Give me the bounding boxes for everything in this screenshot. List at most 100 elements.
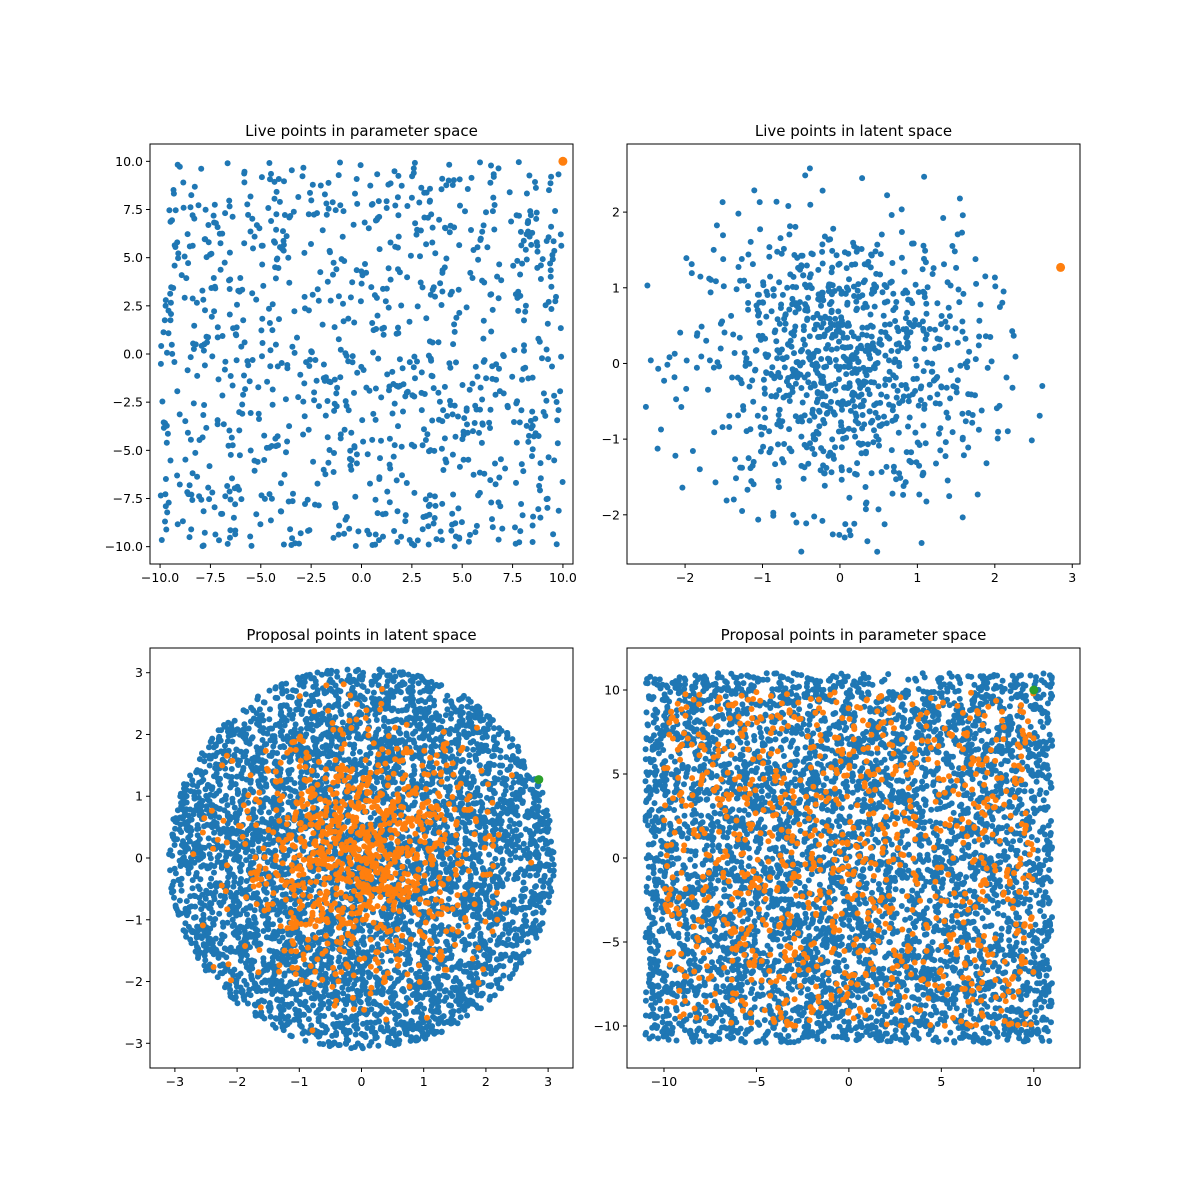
- data-point-blue: [528, 241, 535, 248]
- data-point-blue: [429, 417, 436, 424]
- data-point-blue: [321, 191, 328, 198]
- data-point-blue: [410, 673, 416, 680]
- data-point-blue: [775, 369, 782, 376]
- data-point-blue: [230, 514, 237, 521]
- data-point-blue: [394, 786, 401, 793]
- data-point-blue: [919, 266, 926, 273]
- data-point-blue: [517, 528, 524, 535]
- data-point-blue: [198, 342, 205, 349]
- data-point-blue: [1009, 384, 1016, 391]
- data-point-blue: [352, 543, 359, 549]
- data-point-blue: [959, 212, 966, 219]
- data-point-blue: [216, 910, 223, 917]
- data-point-blue: [249, 215, 256, 222]
- data-point-blue: [421, 214, 428, 221]
- data-point-blue: [506, 823, 513, 830]
- data-point-blue: [760, 376, 767, 383]
- data-point-blue: [376, 1011, 383, 1017]
- data-point-blue: [457, 202, 463, 209]
- data-point-blue: [167, 847, 174, 854]
- data-point-blue: [537, 276, 544, 282]
- data-point-blue: [479, 277, 486, 284]
- data-point-blue: [300, 164, 307, 171]
- data-point-blue: [469, 275, 476, 281]
- data-point-blue: [534, 242, 541, 249]
- data-point-blue: [457, 1014, 464, 1021]
- data-point-blue: [312, 742, 319, 749]
- data-point-blue: [489, 893, 496, 900]
- data-point-blue: [313, 377, 320, 384]
- data-point-blue: [452, 881, 459, 888]
- data-point-blue: [251, 907, 258, 914]
- data-point-blue: [214, 324, 221, 331]
- data-point-blue: [342, 516, 349, 523]
- data-point-blue: [934, 391, 941, 398]
- data-point-blue: [426, 511, 433, 518]
- data-point-blue: [204, 339, 210, 346]
- data-point-blue: [231, 485, 238, 492]
- data-point-blue: [924, 284, 931, 291]
- data-point-blue: [533, 209, 540, 216]
- data-point-blue: [419, 526, 426, 533]
- data-point-blue: [775, 484, 782, 491]
- data-point-blue: [721, 329, 728, 336]
- data-point-blue: [532, 179, 538, 185]
- data-point-blue: [175, 250, 182, 257]
- data-point-blue: [547, 273, 554, 280]
- data-point-blue: [164, 349, 170, 356]
- data-point-blue: [162, 518, 168, 525]
- data-point-blue: [741, 349, 748, 356]
- data-point-blue: [281, 178, 287, 185]
- data-point-blue: [807, 201, 814, 208]
- data-point-blue: [317, 269, 324, 276]
- data-point-blue: [183, 898, 190, 905]
- data-point-blue: [921, 345, 928, 352]
- data-point-blue: [922, 247, 929, 254]
- data-point-blue: [466, 386, 473, 393]
- data-point-blue: [1004, 428, 1011, 435]
- data-point-blue: [251, 980, 258, 987]
- data-point-blue: [182, 456, 189, 463]
- data-point-blue: [889, 490, 896, 497]
- y-tick-label: −2: [602, 507, 620, 522]
- data-point-blue: [259, 261, 266, 268]
- data-point-blue: [525, 438, 532, 445]
- data-point-blue: [301, 380, 308, 387]
- data-point-blue: [403, 480, 410, 486]
- data-point-blue: [221, 796, 228, 803]
- data-point-blue: [370, 410, 377, 417]
- data-point-blue: [205, 835, 212, 842]
- data-point-blue: [793, 519, 800, 526]
- data-point-blue: [962, 418, 969, 425]
- data-point-blue: [871, 365, 878, 372]
- data-point-blue: [820, 448, 827, 455]
- data-point-blue: [553, 541, 560, 548]
- data-point-blue: [977, 301, 984, 308]
- data-point-blue: [491, 202, 498, 208]
- data-point-blue: [274, 433, 281, 440]
- data-point-blue: [181, 253, 188, 260]
- data-point-blue: [803, 520, 810, 527]
- data-point-blue: [251, 467, 258, 474]
- data-point-blue: [214, 417, 221, 424]
- data-point-blue: [523, 190, 530, 197]
- data-point-blue: [994, 435, 1001, 442]
- data-point-blue: [545, 356, 551, 363]
- data-point-blue: [504, 404, 511, 411]
- data-point-blue: [186, 482, 193, 489]
- data-point-blue: [209, 353, 216, 360]
- data-point-blue: [337, 435, 344, 442]
- data-point-blue: [745, 251, 752, 258]
- data-point-blue: [914, 439, 921, 446]
- data-point-blue: [922, 336, 929, 343]
- data-point-blue: [266, 305, 272, 312]
- data-point-blue: [893, 413, 900, 420]
- data-point-blue: [487, 406, 494, 413]
- data-point-blue: [779, 291, 786, 298]
- data-point-blue: [522, 246, 529, 253]
- data-point-blue: [477, 384, 484, 391]
- data-point-blue: [543, 397, 550, 404]
- data-point-blue: [187, 204, 194, 211]
- data-point-blue: [820, 320, 827, 327]
- data-point-blue: [416, 199, 423, 206]
